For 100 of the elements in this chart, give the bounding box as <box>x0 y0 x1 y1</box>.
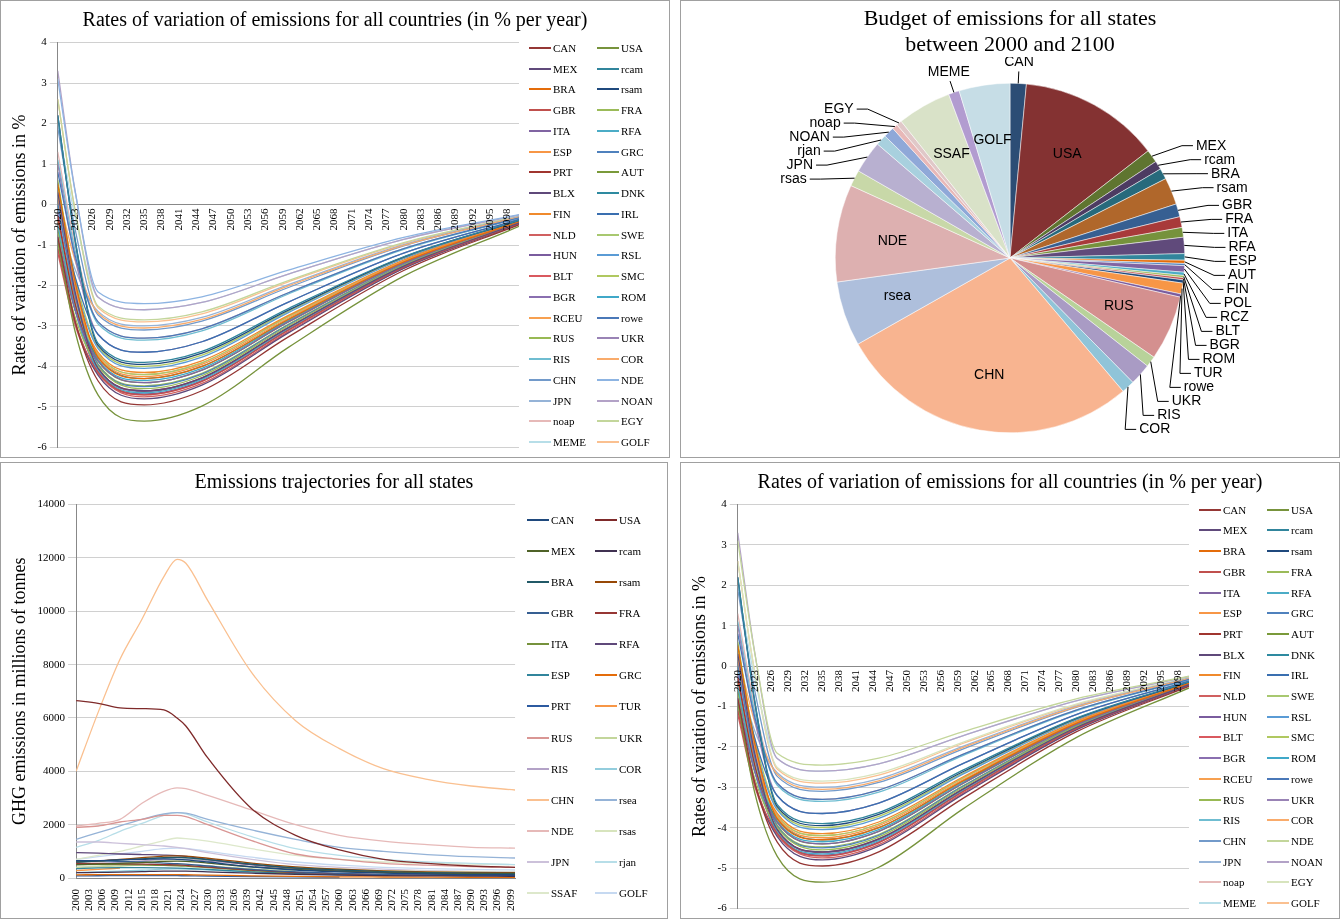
x-tick-label: 2041 <box>849 670 862 693</box>
x-tick-label: 2038 <box>154 208 167 231</box>
legend-label: rowe <box>621 311 643 324</box>
legend-label: RUS <box>551 731 573 744</box>
legend-label: RFA <box>621 124 642 137</box>
legend-label: GRC <box>621 145 644 158</box>
x-tick-label: 2071 <box>344 208 357 231</box>
legend-label: FRA <box>621 104 643 116</box>
x-tick-label: 2092 <box>465 208 478 231</box>
legend-label: SWE <box>621 228 645 241</box>
x-tick-label: 2087 <box>450 888 463 911</box>
legend-label: COR <box>621 353 644 365</box>
legend-label: RUS <box>553 332 575 345</box>
legend-label: GBR <box>551 607 574 620</box>
legend-label: ITA <box>1223 586 1241 599</box>
slice-label: MEX <box>1195 136 1227 153</box>
x-tick-label: 2050 <box>899 669 912 693</box>
slice-label: POL <box>1223 294 1252 311</box>
legend-label: RIS <box>553 353 571 365</box>
x-tick-label: 2098 <box>500 208 513 231</box>
slice-label: RCZ <box>1220 308 1250 325</box>
chart-title: Rates of variation of emissions for all countries (in % per year) <box>81 7 589 33</box>
y-tick-label: 8000 <box>43 657 66 670</box>
x-tick-label: 2042 <box>253 889 266 911</box>
legend-label: rjan <box>619 855 637 868</box>
y-tick-label: -5 <box>717 860 728 873</box>
legend-label: UKR <box>621 332 645 345</box>
legend-label: GBR <box>1223 565 1246 578</box>
legend-label: HUN <box>1223 710 1247 723</box>
x-tick-label: 2086 <box>431 208 444 231</box>
slice-label: USA <box>1052 144 1083 161</box>
legend-label: CHN <box>1223 834 1247 847</box>
x-tick-label: 2077 <box>379 208 392 231</box>
y-tick-label: -1 <box>37 237 47 250</box>
slice-label: rjan <box>797 141 821 158</box>
legend-label: rsas <box>619 824 637 837</box>
legend-label: RCEU <box>1223 772 1253 785</box>
x-tick-label: 2083 <box>1086 669 1098 693</box>
x-tick-label: 2062 <box>292 208 305 231</box>
slice-label: EGY <box>824 99 855 116</box>
x-tick-label: 2059 <box>950 669 963 693</box>
legend-label: BRA <box>553 83 576 96</box>
legend-label: JPN <box>551 855 570 868</box>
x-tick-label: 2006 <box>95 888 108 911</box>
slice-label: BRA <box>1210 164 1241 181</box>
legend-label: noap <box>1223 876 1245 889</box>
legend-label: SMC <box>621 270 645 282</box>
y-tick-label: -6 <box>37 440 48 453</box>
legend-label: GRC <box>1291 607 1314 620</box>
x-tick-label: 2026 <box>764 669 777 693</box>
legend-label: IRL <box>1291 669 1309 682</box>
legend-label: RSL <box>1291 710 1312 723</box>
y-tick-label: -4 <box>717 820 728 833</box>
legend-label: ROM <box>1291 752 1317 765</box>
y-tick-label: 3 <box>721 537 728 550</box>
slice-label: ROM <box>1202 350 1236 367</box>
x-tick-label: 2029 <box>102 208 115 231</box>
y-tick-label: 4 <box>41 35 48 48</box>
x-tick-label: 2078 <box>411 888 424 911</box>
slice-label: GOLF <box>973 131 1012 148</box>
y-tick-label: -5 <box>37 399 48 412</box>
x-tick-label: 2026 <box>85 208 98 231</box>
y-tick-label: 2 <box>721 578 727 591</box>
slice-label: ITA <box>1227 224 1249 241</box>
legend-label: BLX <box>1223 648 1245 661</box>
y-tick-label: 1 <box>721 618 727 631</box>
slice-label: noap <box>809 113 841 130</box>
legend-label: ITA <box>553 124 571 137</box>
legend-label: GRC <box>619 669 642 682</box>
legend-label: MEX <box>553 62 578 75</box>
legend-label: EGY <box>621 415 644 428</box>
slice-label: GBR <box>1222 196 1253 213</box>
slice-label: RFA <box>1228 238 1257 255</box>
legend-label: NDE <box>551 824 574 837</box>
x-tick-label: 2053 <box>916 669 929 693</box>
slice-label: COR <box>1139 420 1171 437</box>
x-tick-label: 2009 <box>108 888 121 911</box>
legend-label: EGY <box>1291 876 1314 889</box>
x-tick-label: 2086 <box>1102 669 1115 693</box>
x-tick-label: 2093 <box>477 888 490 911</box>
slice-label: RIS <box>1157 406 1181 423</box>
y-axis-title: Rates of variation of emissions in % <box>8 114 29 376</box>
legend-label: MEX <box>1223 524 1248 537</box>
legend-label: RUS <box>1223 793 1245 806</box>
legend-label: GBR <box>553 104 576 116</box>
x-tick-label: 2068 <box>1001 669 1014 693</box>
x-tick-label: 2033 <box>213 888 226 911</box>
legend-label: GOLF <box>1291 897 1320 910</box>
legend-label: rcam <box>621 62 643 75</box>
x-tick-label: 2074 <box>361 208 374 231</box>
x-tick-label: 2065 <box>310 208 323 231</box>
x-tick-label: 2048 <box>279 888 292 911</box>
x-tick-label: 2081 <box>424 889 437 911</box>
legend-label: rsam <box>619 576 641 589</box>
x-tick-label: 2032 <box>119 208 132 231</box>
x-tick-label: 2020 <box>50 208 63 231</box>
y-tick-label: 4000 <box>43 764 66 777</box>
slice-label: rcam <box>1204 150 1236 167</box>
y-tick-label: 0 <box>721 659 728 672</box>
y-tick-label: 4 <box>721 497 728 510</box>
